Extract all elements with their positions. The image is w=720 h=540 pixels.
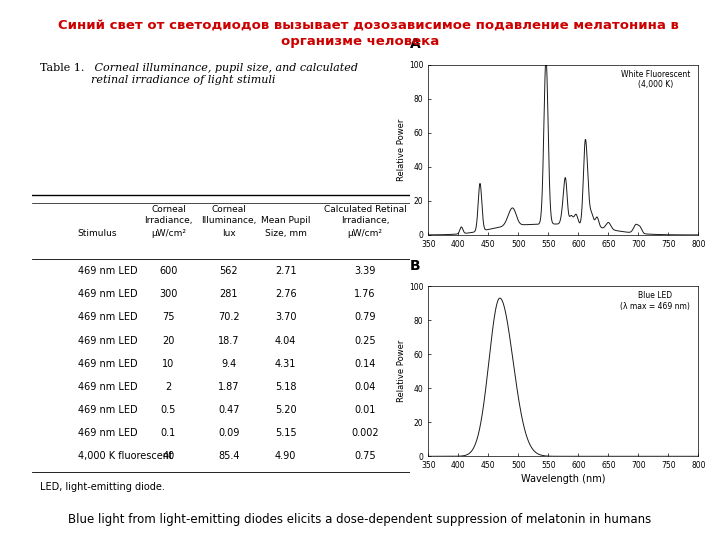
Text: 4.04: 4.04 [275,335,297,346]
Text: 0.75: 0.75 [354,451,376,462]
Text: 4.31: 4.31 [275,359,297,369]
Text: 0.25: 0.25 [354,335,376,346]
Text: 9.4: 9.4 [221,359,237,369]
Text: B: B [410,259,420,273]
Text: Stimulus: Stimulus [78,228,117,238]
Text: 0.47: 0.47 [218,405,240,415]
Text: 1.87: 1.87 [218,382,240,392]
Text: 0.09: 0.09 [218,428,240,438]
Text: 1.76: 1.76 [354,289,376,299]
Text: 0.14: 0.14 [354,359,376,369]
Text: 40: 40 [162,451,175,462]
Text: Corneal: Corneal [212,205,246,214]
Y-axis label: Relative Power: Relative Power [397,340,406,402]
Text: Irradiance,: Irradiance, [341,216,390,225]
Text: Mean Pupil: Mean Pupil [261,216,310,225]
Text: 600: 600 [159,266,178,276]
Text: 469 nm LED: 469 nm LED [78,405,138,415]
Text: 20: 20 [162,335,175,346]
Text: 469 nm LED: 469 nm LED [78,312,138,322]
Text: Blue LED
(λ max = 469 nm): Blue LED (λ max = 469 nm) [621,291,690,310]
Text: 469 nm LED: 469 nm LED [78,428,138,438]
Text: 0.79: 0.79 [354,312,376,322]
Text: Calculated Retinal: Calculated Retinal [324,205,406,214]
Text: LED, light-emitting diode.: LED, light-emitting diode. [40,482,165,492]
Text: 0.1: 0.1 [161,428,176,438]
Y-axis label: Relative Power: Relative Power [397,119,406,181]
Text: 5.20: 5.20 [275,405,297,415]
Text: 300: 300 [159,289,178,299]
Text: Corneal illuminance, pupil size, and calculated
retinal irradiance of light stim: Corneal illuminance, pupil size, and cal… [91,63,359,85]
Text: Table 1.: Table 1. [40,63,84,73]
Text: lux: lux [222,228,236,238]
Text: Illuminance,: Illuminance, [202,216,256,225]
Text: 469 nm LED: 469 nm LED [78,289,138,299]
Text: 85.4: 85.4 [218,451,240,462]
Text: A: A [410,37,420,51]
Text: 5.18: 5.18 [275,382,297,392]
Text: 18.7: 18.7 [218,335,240,346]
Text: Синий свет от светодиодов вызывает дозозависимое подавление мелатонина в: Синий свет от светодиодов вызывает дозоз… [58,19,678,32]
Text: 0.002: 0.002 [351,428,379,438]
Text: 4,000 K fluorescent: 4,000 K fluorescent [78,451,173,462]
Text: μW/cm²: μW/cm² [348,228,382,238]
Text: 2: 2 [166,382,171,392]
Text: 469 nm LED: 469 nm LED [78,382,138,392]
Text: 562: 562 [220,266,238,276]
Text: 5.15: 5.15 [275,428,297,438]
Text: 469 nm LED: 469 nm LED [78,335,138,346]
Text: 469 nm LED: 469 nm LED [78,266,138,276]
Text: 0.5: 0.5 [161,405,176,415]
Text: 2.76: 2.76 [275,289,297,299]
Text: μW/cm²: μW/cm² [151,228,186,238]
Text: 10: 10 [162,359,175,369]
Text: Corneal: Corneal [151,205,186,214]
Text: Blue light from light-emitting diodes elicits a dose-dependent suppression of me: Blue light from light-emitting diodes el… [68,514,652,526]
Text: 469 nm LED: 469 nm LED [78,359,138,369]
Text: организме человека: организме человека [281,35,439,48]
X-axis label: Wavelength (nm): Wavelength (nm) [521,474,606,484]
Text: Irradiance,: Irradiance, [144,216,193,225]
Text: 281: 281 [220,289,238,299]
Text: 4.90: 4.90 [275,451,297,462]
Text: 3.70: 3.70 [275,312,297,322]
Text: 75: 75 [162,312,175,322]
Text: 2.71: 2.71 [275,266,297,276]
Text: White Fluorescent
(4,000 K): White Fluorescent (4,000 K) [621,70,690,89]
Text: 3.39: 3.39 [354,266,376,276]
Text: 0.01: 0.01 [354,405,376,415]
Text: Size, mm: Size, mm [265,228,307,238]
Text: 70.2: 70.2 [218,312,240,322]
Text: 0.04: 0.04 [354,382,376,392]
